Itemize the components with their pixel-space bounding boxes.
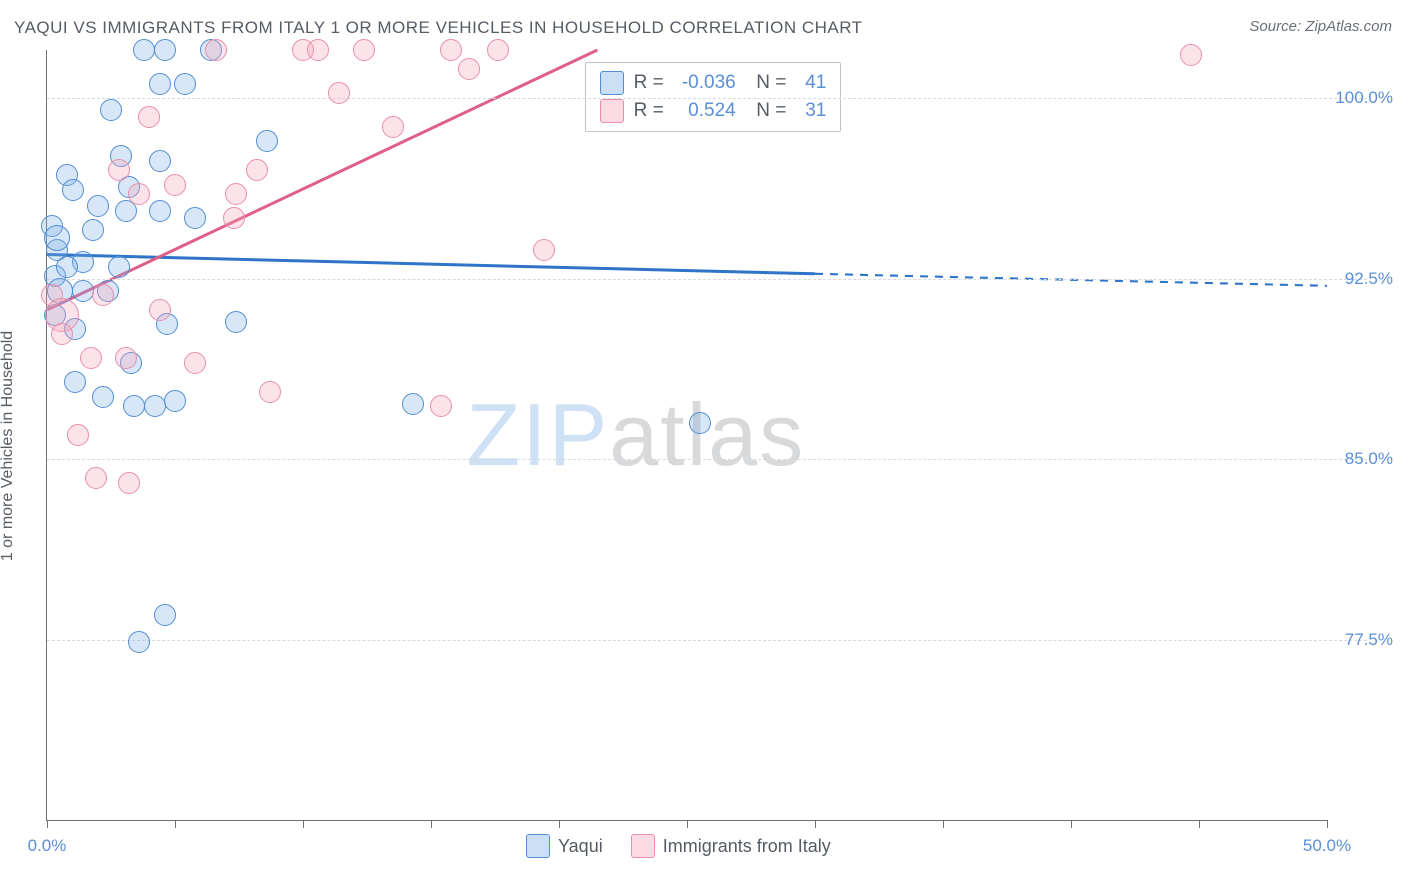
scatter-point (67, 424, 89, 446)
scatter-point (353, 39, 375, 61)
x-tick (431, 820, 432, 828)
legend-label: Yaqui (558, 836, 603, 857)
scatter-point (689, 412, 711, 434)
scatter-point (430, 395, 452, 417)
scatter-point (108, 159, 130, 181)
swatch-blue-icon (526, 834, 550, 858)
scatter-point (149, 73, 171, 95)
trend-lines-layer (47, 50, 1327, 820)
scatter-point (87, 195, 109, 217)
scatter-point (154, 604, 176, 626)
y-tick-label: 100.0% (1335, 88, 1393, 108)
trend-line (47, 255, 815, 274)
x-tick-label: 50.0% (1303, 836, 1351, 856)
scatter-point (223, 207, 245, 229)
x-tick-label: 0.0% (28, 836, 67, 856)
scatter-point (174, 73, 196, 95)
scatter-point (154, 39, 176, 61)
source-attribution: Source: ZipAtlas.com (1249, 18, 1392, 35)
x-tick (1327, 820, 1328, 828)
scatter-point (118, 472, 140, 494)
gridline (47, 640, 1367, 641)
scatter-point (123, 395, 145, 417)
scatter-point (80, 347, 102, 369)
scatter-point (440, 39, 462, 61)
scatter-point (92, 284, 114, 306)
y-tick-label: 85.0% (1345, 449, 1393, 469)
x-tick (303, 820, 304, 828)
scatter-point (246, 159, 268, 181)
stats-row-yaqui: R =-0.036 N =41 (600, 69, 827, 97)
scatter-point (184, 207, 206, 229)
y-axis-label: 1 or more Vehicles in Household (0, 331, 17, 561)
scatter-point (128, 183, 150, 205)
scatter-point (164, 174, 186, 196)
gridline (47, 279, 1367, 280)
scatter-point (82, 219, 104, 241)
legend-label: Immigrants from Italy (663, 836, 831, 857)
scatter-point (133, 39, 155, 61)
scatter-point (115, 347, 137, 369)
scatter-point (100, 99, 122, 121)
scatter-point (205, 39, 227, 61)
scatter-point (92, 386, 114, 408)
scatter-point (164, 390, 186, 412)
scatter-point (259, 381, 281, 403)
scatter-point (256, 130, 278, 152)
scatter-point (382, 116, 404, 138)
scatter-point (72, 280, 94, 302)
x-tick (47, 820, 48, 828)
x-tick (943, 820, 944, 828)
scatter-point (402, 393, 424, 415)
x-tick (175, 820, 176, 828)
scatter-point (51, 323, 73, 345)
scatter-point (56, 256, 78, 278)
scatter-point (533, 239, 555, 261)
chart-title: YAQUI VS IMMIGRANTS FROM ITALY 1 OR MORE… (14, 18, 863, 38)
chart-legend: Yaqui Immigrants from Italy (526, 834, 831, 858)
correlation-stats-box: R =-0.036 N =41 R =0.524 N =31 (585, 62, 842, 132)
trend-line (815, 274, 1327, 286)
scatter-point (307, 39, 329, 61)
legend-item-italy: Immigrants from Italy (631, 834, 831, 858)
chart-plot-area: ZIPatlas R =-0.036 N =41 R =0.524 N =31 … (46, 50, 1327, 821)
gridline (47, 98, 1367, 99)
scatter-point (44, 225, 70, 251)
watermark: ZIPatlas (466, 384, 805, 486)
scatter-point (128, 631, 150, 653)
legend-item-yaqui: Yaqui (526, 834, 603, 858)
x-tick (559, 820, 560, 828)
scatter-point (184, 352, 206, 374)
x-tick (687, 820, 688, 828)
swatch-blue-icon (600, 71, 624, 95)
scatter-point (62, 179, 84, 201)
scatter-point (149, 150, 171, 172)
scatter-point (149, 200, 171, 222)
y-tick-label: 92.5% (1345, 269, 1393, 289)
scatter-point (85, 467, 107, 489)
scatter-point (138, 106, 160, 128)
x-tick (815, 820, 816, 828)
scatter-point (149, 299, 171, 321)
swatch-pink-icon (631, 834, 655, 858)
scatter-point (108, 256, 130, 278)
x-tick (1199, 820, 1200, 828)
scatter-point (225, 311, 247, 333)
scatter-point (1180, 44, 1202, 66)
scatter-point (328, 82, 350, 104)
scatter-point (487, 39, 509, 61)
scatter-point (458, 58, 480, 80)
gridline (47, 459, 1367, 460)
scatter-point (225, 183, 247, 205)
stats-row-italy: R =0.524 N =31 (600, 97, 827, 125)
swatch-pink-icon (600, 99, 624, 123)
scatter-point (64, 371, 86, 393)
x-tick (1071, 820, 1072, 828)
scatter-point (144, 395, 166, 417)
y-tick-label: 77.5% (1345, 630, 1393, 650)
